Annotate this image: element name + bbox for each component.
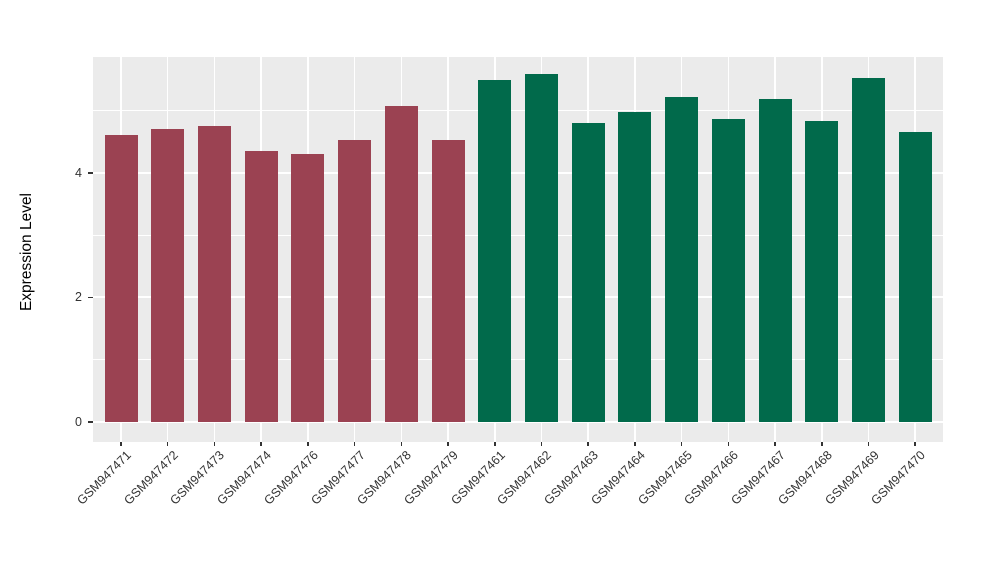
bar-GSM947476 [291,154,325,422]
x-tick-mark-GSM947470 [914,442,916,446]
bar-GSM947479 [431,140,465,422]
bar-GSM947469 [852,78,886,422]
y-tick-mark-2 [88,296,93,299]
bar-GSM947463 [571,122,605,422]
x-tick-mark-GSM947473 [213,442,216,446]
x-tick-mark-GSM947466 [727,442,730,446]
x-tick-mark-GSM947469 [867,442,870,446]
x-tick-mark-GSM947468 [821,442,823,446]
bar-GSM947470 [898,132,932,422]
y-tick-mark-4 [88,172,93,174]
bar-GSM947471 [104,135,138,422]
bar-GSM947467 [758,98,792,422]
x-tick-mark-GSM947462 [540,442,543,446]
bar-GSM947478 [384,106,418,422]
gridline-minor-y5 [93,110,943,111]
x-tick-mark-GSM947472 [166,442,169,446]
x-tick-mark-GSM947467 [774,442,776,446]
plot-panel [93,57,943,442]
y-tick-mark-0 [88,421,93,423]
gridline-minor-y1 [93,359,943,361]
bar-GSM947464 [618,112,652,422]
bar-GSM947474 [244,150,278,422]
x-tick-mark-GSM947463 [587,442,589,446]
bar-GSM947477 [338,140,372,422]
gridline-major-y2 [93,296,943,299]
x-tick-mark-GSM947474 [260,442,262,446]
bar-GSM947466 [711,119,745,422]
x-tick-mark-GSM947479 [447,442,449,446]
x-tick-mark-GSM947476 [307,442,309,446]
y-axis-title: Expression Level [18,192,35,312]
y-tick-label-2: 2 [75,290,82,305]
bar-GSM947461 [478,79,512,422]
gridline-major-y4 [93,171,943,174]
y-tick-label-4: 4 [75,165,82,180]
x-tick-mark-GSM947464 [634,442,636,446]
gridline-major-y0 [93,421,943,423]
x-tick-mark-GSM947478 [400,442,403,446]
y-tick-label-0: 0 [75,415,82,429]
bar-GSM947468 [805,121,839,422]
bar-GSM947462 [524,74,558,422]
bar-GSM947473 [197,126,231,422]
x-tick-mark-GSM947477 [353,442,356,446]
x-tick-mark-GSM947461 [494,442,496,446]
bar-GSM947472 [151,129,185,422]
x-tick-mark-GSM947465 [680,442,683,446]
gridline-minor-y3 [93,234,943,236]
x-tick-mark-GSM947471 [120,442,122,446]
bar-GSM947465 [665,96,699,422]
